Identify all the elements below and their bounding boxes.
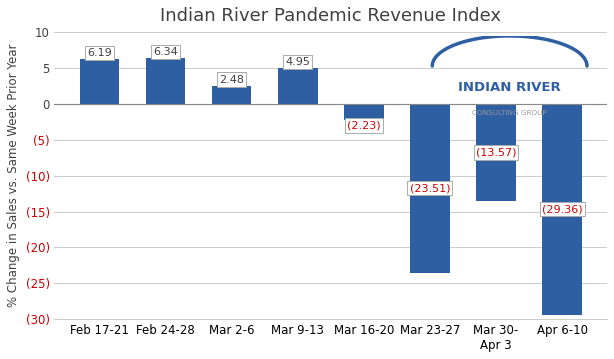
- Text: (23.51): (23.51): [410, 183, 450, 193]
- Text: 4.95: 4.95: [286, 57, 310, 67]
- Bar: [344, 104, 384, 120]
- Bar: [80, 59, 119, 104]
- Text: 6.19: 6.19: [87, 48, 112, 58]
- Y-axis label: % Change in Sales vs. Same Week Prior Year: % Change in Sales vs. Same Week Prior Ye…: [7, 44, 20, 307]
- Text: INDIAN RIVER: INDIAN RIVER: [458, 81, 561, 94]
- Bar: [278, 68, 317, 104]
- Bar: [212, 86, 252, 104]
- Text: 6.34: 6.34: [153, 47, 178, 57]
- Text: (29.36): (29.36): [542, 204, 583, 214]
- Bar: [410, 104, 449, 272]
- Title: Indian River Pandemic Revenue Index: Indian River Pandemic Revenue Index: [160, 7, 501, 25]
- Text: (13.57): (13.57): [476, 148, 516, 158]
- Text: (2.23): (2.23): [347, 121, 381, 131]
- Bar: [146, 58, 185, 104]
- Bar: [476, 104, 516, 201]
- Text: CONSULTING GROUP: CONSULTING GROUP: [472, 111, 547, 116]
- Text: 2.48: 2.48: [219, 75, 244, 85]
- Bar: [542, 104, 582, 314]
